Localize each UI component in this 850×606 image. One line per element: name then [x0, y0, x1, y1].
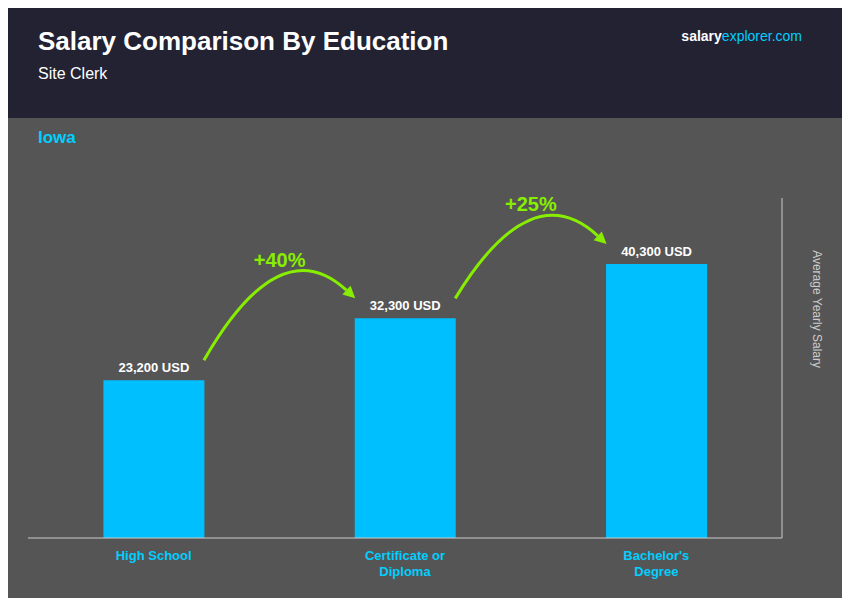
svg-text:High School: High School [116, 548, 192, 563]
svg-text:23,200 USD: 23,200 USD [118, 360, 189, 375]
svg-text:Bachelor'sDegree: Bachelor'sDegree [623, 548, 689, 579]
html-text:Site Clerk: Site Clerk [38, 65, 108, 82]
html-text:salary explorer.com: salary explorer.com [681, 28, 802, 44]
svg-text:+25%: +25% [505, 193, 557, 215]
svg-text:Average Yearly Salary: Average Yearly Salary [810, 250, 824, 368]
svg-text:32,300 USD: 32,300 USD [370, 298, 441, 313]
html-text:Iowa: Iowa [38, 128, 76, 147]
html-text:Salary Comparison By Education: Salary Comparison By Education [38, 26, 449, 56]
svg-text:40,300 USD: 40,300 USD [621, 244, 692, 259]
svg-text:Certificate orDiploma: Certificate orDiploma [365, 548, 445, 579]
svg-text:+40%: +40% [254, 249, 306, 271]
